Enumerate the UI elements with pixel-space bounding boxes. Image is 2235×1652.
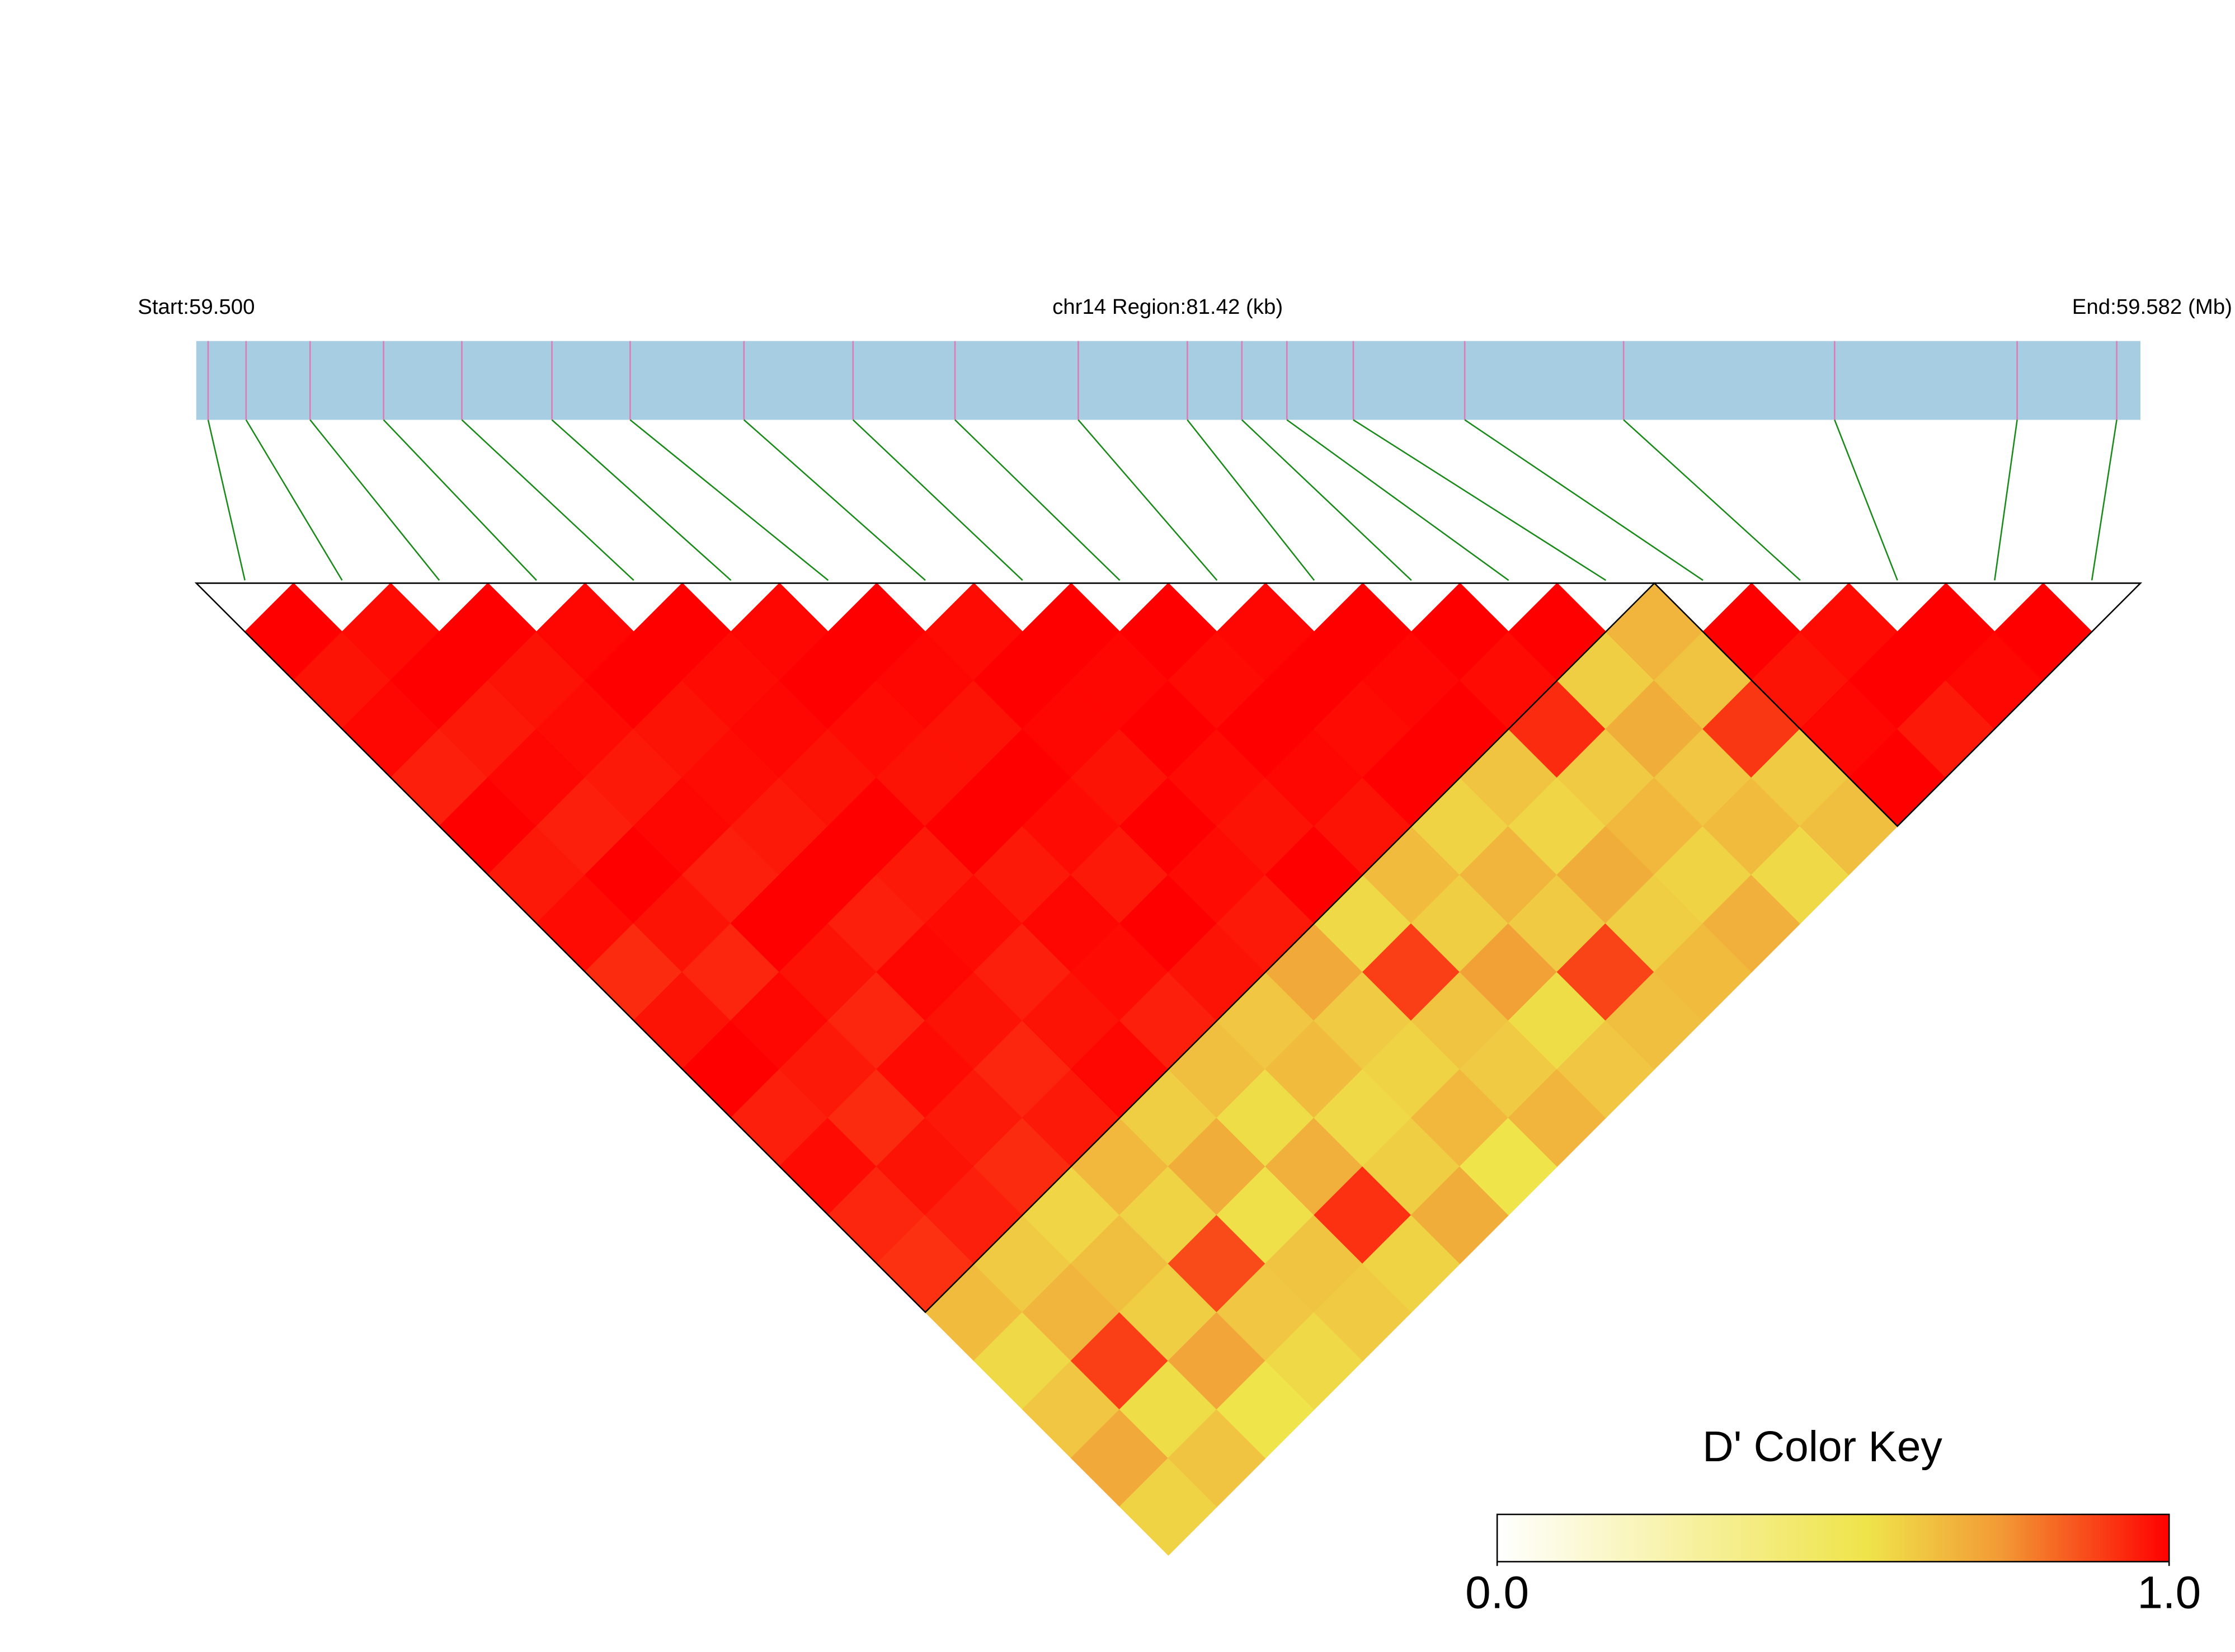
key-title: D' Color Key (1702, 1423, 1942, 1471)
snp-link (2091, 420, 2118, 581)
snp-link (1077, 419, 1218, 581)
snp-link (207, 420, 246, 581)
snp-link (1994, 420, 2018, 581)
key-tick-label: 0.0 (1465, 1568, 1529, 1618)
snp-link (1187, 419, 1315, 581)
color-key (1496, 1513, 2170, 1562)
position-bar (196, 341, 2140, 420)
snp-link (245, 419, 343, 581)
end-label: End:59.582 (Mb) (2072, 295, 2232, 319)
snp-link (1241, 419, 1412, 581)
snp-link (629, 419, 829, 581)
snp-link (1353, 419, 1607, 581)
snp-link (461, 419, 634, 581)
snp-link (1286, 419, 1509, 581)
snp-link (1623, 419, 1801, 581)
snp-link (852, 419, 1023, 581)
snp-link (383, 419, 537, 581)
key-tick-label: 1.0 (2137, 1568, 2201, 1618)
snp-link (309, 419, 440, 581)
snp-link (1464, 419, 1704, 581)
ld-block (194, 582, 1657, 1314)
ld-block (1653, 582, 2143, 827)
start-label: Start:59.500 (138, 295, 255, 319)
region-label: chr14 Region:81.42 (kb) (1052, 295, 1283, 319)
snp-link (1834, 420, 1898, 581)
snp-link (551, 419, 732, 581)
snp-link (954, 419, 1121, 581)
snp-link (743, 419, 926, 581)
